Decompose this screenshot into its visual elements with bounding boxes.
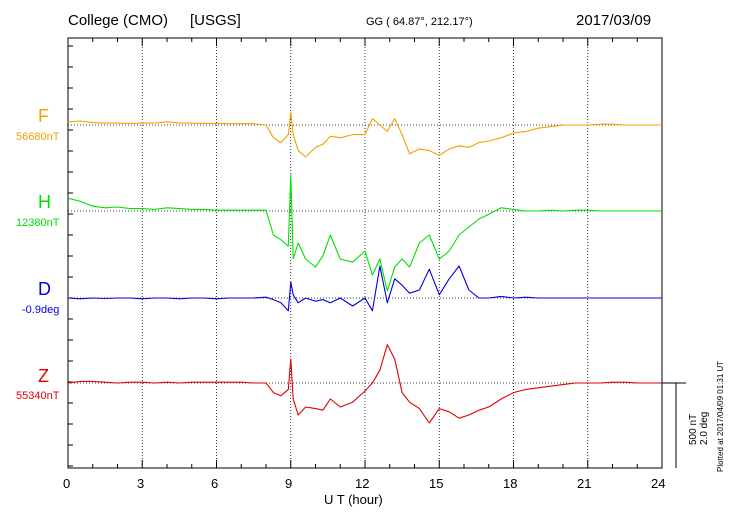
series-line-f	[67, 111, 662, 158]
scale-deg: 2.0 deg	[699, 411, 710, 445]
plot-date: 2017/03/09	[576, 12, 652, 29]
scale-nt: 500 nT	[688, 413, 699, 445]
x-tick-label: 18	[503, 476, 518, 491]
station-coordinates: GG ( 64.87°, 212.17°)	[366, 16, 473, 28]
channel-baseline-f: 56680nT	[16, 131, 60, 143]
scale-legend: 500 nT 2.0 deg	[688, 412, 710, 445]
x-tick-label: 15	[429, 476, 444, 491]
plotted-timestamp: Plotted at 2017/04/09 01:31 UT	[716, 360, 725, 472]
channel-label-d: D	[38, 279, 51, 299]
series-line-z	[67, 344, 662, 424]
x-tick-label: 24	[651, 476, 666, 491]
x-axis-label: U T (hour)	[324, 492, 383, 507]
station-name: College (CMO)	[68, 12, 169, 29]
channel-label-f: F	[38, 106, 49, 126]
x-tick-label: 3	[137, 476, 145, 491]
series-line-d	[67, 265, 662, 312]
channel-label-h: H	[38, 192, 51, 212]
plot-frame	[67, 37, 663, 469]
channel-baseline-h: 12380nT	[16, 217, 60, 229]
x-tick-label: 6	[211, 476, 219, 491]
series-line-h	[67, 173, 662, 292]
channel-baseline-d: -0.9deg	[22, 304, 60, 316]
x-tick-label: 21	[577, 476, 592, 491]
channel-baseline-z: 55340nT	[16, 390, 60, 402]
data-source: [USGS]	[190, 12, 241, 29]
channel-label-z: Z	[38, 366, 49, 386]
x-tick-label: 9	[285, 476, 293, 491]
x-tick-label: 12	[355, 476, 370, 491]
x-tick-label: 0	[63, 476, 71, 491]
